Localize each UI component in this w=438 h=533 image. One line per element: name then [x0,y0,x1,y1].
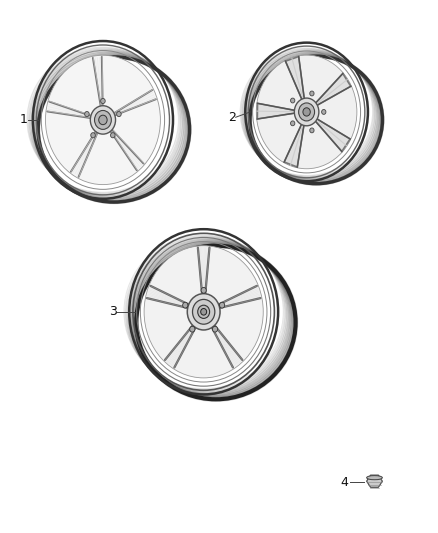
Polygon shape [313,74,351,107]
Ellipse shape [367,475,382,480]
Ellipse shape [256,55,357,169]
Polygon shape [286,56,305,103]
Ellipse shape [290,121,295,126]
Ellipse shape [46,55,160,184]
Ellipse shape [294,98,319,126]
Ellipse shape [219,302,225,308]
Ellipse shape [198,305,210,318]
Text: 2: 2 [228,111,236,124]
Ellipse shape [95,110,111,130]
Ellipse shape [91,133,95,138]
Ellipse shape [299,103,314,121]
Ellipse shape [190,326,195,332]
Ellipse shape [201,287,206,293]
Ellipse shape [101,99,105,103]
Ellipse shape [90,106,116,134]
Text: 3: 3 [110,305,117,318]
Ellipse shape [310,91,314,96]
Ellipse shape [212,326,218,332]
Text: 1: 1 [20,114,28,126]
Ellipse shape [110,133,115,138]
Ellipse shape [144,246,263,378]
Ellipse shape [85,111,89,117]
Ellipse shape [117,111,121,117]
Ellipse shape [310,128,314,133]
Polygon shape [313,117,350,151]
Polygon shape [257,103,298,119]
Ellipse shape [187,294,220,330]
Ellipse shape [303,108,310,116]
Ellipse shape [99,115,107,125]
Ellipse shape [321,109,326,115]
Ellipse shape [183,302,188,308]
Ellipse shape [290,98,295,103]
Text: 4: 4 [340,476,348,489]
Ellipse shape [201,309,207,315]
Polygon shape [284,121,304,167]
Ellipse shape [193,300,215,324]
Polygon shape [367,475,382,487]
